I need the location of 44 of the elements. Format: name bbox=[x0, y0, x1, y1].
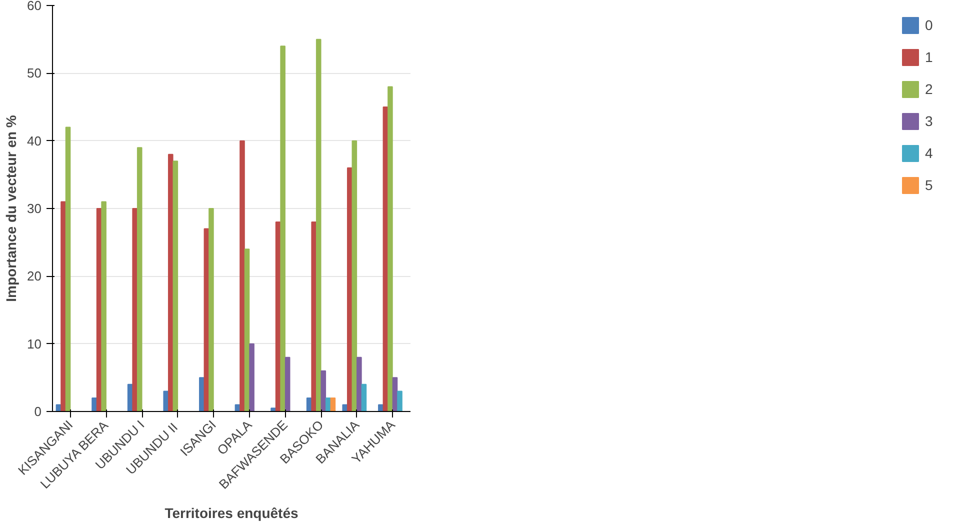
bar bbox=[284, 356, 290, 412]
bar bbox=[346, 167, 352, 412]
bar bbox=[356, 356, 362, 412]
bar bbox=[132, 208, 138, 412]
bar bbox=[60, 201, 66, 412]
y-tick-label: 20 bbox=[27, 268, 42, 284]
bar bbox=[172, 160, 178, 412]
bar bbox=[311, 222, 316, 412]
y-tick-label: 0 bbox=[34, 404, 42, 419]
bar bbox=[240, 140, 245, 412]
bar bbox=[397, 390, 402, 412]
bar bbox=[168, 154, 174, 412]
bar bbox=[101, 201, 106, 412]
legend-label: 0 bbox=[925, 17, 934, 33]
bar bbox=[330, 397, 336, 412]
y-tick-label: 30 bbox=[27, 201, 42, 216]
bar bbox=[361, 384, 367, 412]
bar bbox=[244, 248, 250, 412]
bar bbox=[199, 377, 204, 412]
bar bbox=[136, 147, 142, 412]
y-tick-label: 10 bbox=[27, 336, 42, 352]
bar bbox=[342, 404, 348, 412]
bar bbox=[378, 404, 384, 412]
bar bbox=[316, 38, 322, 412]
legend-label: 2 bbox=[925, 81, 934, 97]
bar bbox=[208, 208, 214, 412]
legend-label: 5 bbox=[925, 177, 934, 193]
legend-label: 3 bbox=[925, 113, 934, 129]
bar bbox=[280, 46, 286, 412]
y-tick-label: 60 bbox=[27, 0, 42, 13]
bar bbox=[320, 370, 326, 412]
bar bbox=[388, 86, 393, 412]
y-axis-title: Importance du vecteur en % bbox=[3, 114, 20, 302]
legend-label: 4 bbox=[925, 145, 934, 161]
bar bbox=[352, 140, 358, 412]
y-tick-label: 50 bbox=[27, 66, 42, 81]
legend-label: 1 bbox=[925, 49, 934, 65]
bar bbox=[163, 390, 169, 412]
bar bbox=[92, 397, 97, 412]
bar bbox=[65, 126, 71, 412]
x-axis-title: Territoires enquêtés bbox=[164, 505, 298, 522]
bar bbox=[326, 397, 331, 412]
y-tick-label: 40 bbox=[27, 133, 42, 148]
bar bbox=[249, 343, 254, 412]
